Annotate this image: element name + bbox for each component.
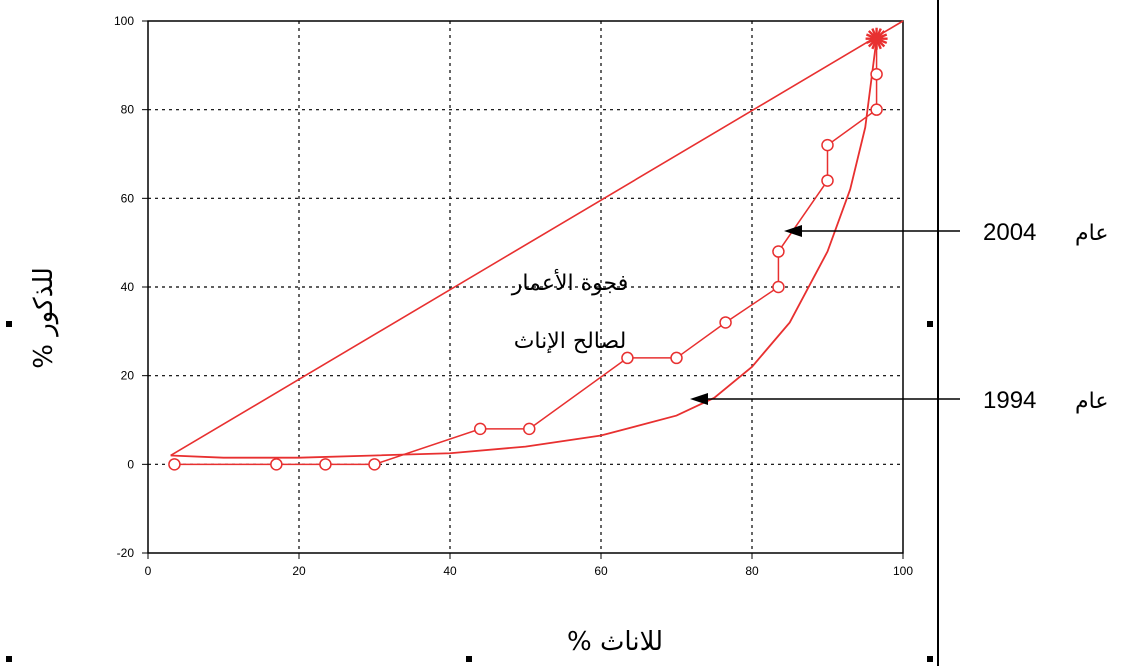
handle-left-bottom [6,656,12,662]
series-2004-marker [168,458,181,471]
x-tick-label: 40 [443,564,457,578]
label-2004-year: 2004 [983,219,1036,246]
y-tick-label: 60 [121,191,135,205]
series-2004-marker [821,174,834,187]
series-2004-line [174,38,878,466]
endpoint-star-ray [865,33,888,45]
handle-center-bottom [466,656,472,662]
y-tick-label: 80 [121,103,135,117]
handle-right-bottom [927,656,933,662]
label-1994-year: 1994 [983,387,1036,414]
series-2004-marker [870,103,883,116]
arrow-1994-head [690,393,708,405]
series-2004-marker [523,422,536,436]
series-2004-marker [621,351,634,365]
x-axis-title: % للاناث [567,627,663,657]
series-2004-marker [368,458,381,471]
y-tick-label: 100 [114,14,134,28]
series-layer [168,20,904,471]
label-2004-prefix: عام [1075,221,1108,246]
x-tick-label: 0 [145,564,152,578]
series-2004-marker [821,138,834,152]
y-tick-label: -20 [117,546,135,560]
y-tick-label: 40 [121,280,135,294]
series-2004-marker [870,67,883,81]
handle-left-mid [6,321,12,327]
label-1994-prefix: عام [1075,389,1108,414]
axis-ticks: 0 20 40 60 80 100 -20 0 20 40 60 80 100 [114,14,913,578]
series-2004-marker [719,316,732,329]
y-tick-label: 20 [121,369,135,383]
arrow-2004-head [784,225,802,237]
series-1994-line [170,38,878,459]
series-2004-marker [473,422,487,436]
series-2004-marker [772,280,785,294]
series-2004-marker [670,351,683,365]
series-2004-marker [319,458,332,471]
annotation-line-1: فجوة الأعمار [511,269,628,296]
x-tick-label: 100 [893,564,913,578]
handle-right-mid [927,321,933,327]
series-2004-marker [270,458,283,471]
x-tick-label: 60 [594,564,608,578]
y-tick-label: 0 [127,457,134,471]
x-tick-label: 80 [745,564,759,578]
x-tick-label: 20 [292,564,306,578]
y-axis-title: % للذكور [29,267,59,369]
equality-line [170,20,904,457]
series-2004-marker [772,245,785,258]
annotation-line-2: لصالح الإناث [514,329,627,354]
